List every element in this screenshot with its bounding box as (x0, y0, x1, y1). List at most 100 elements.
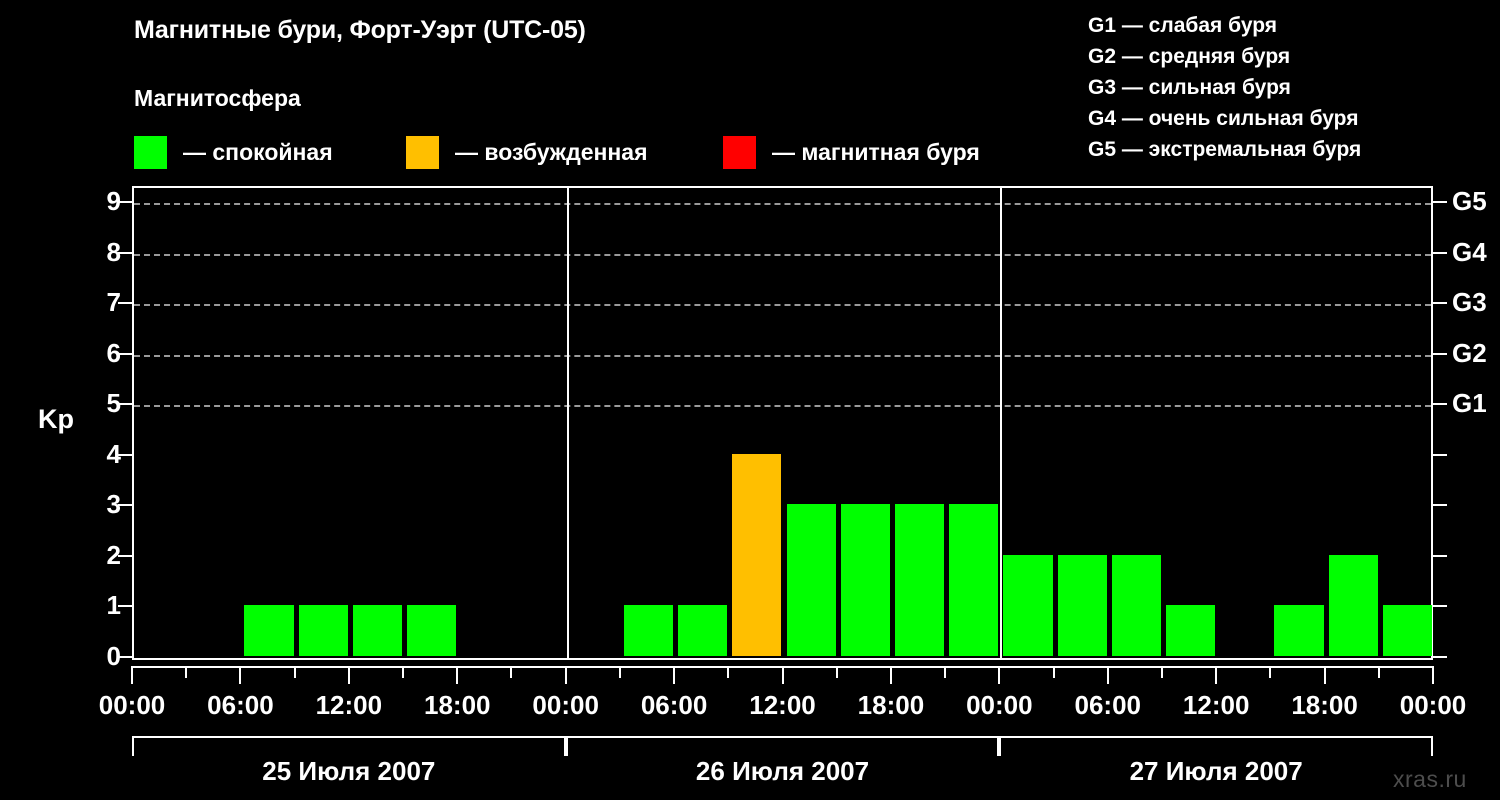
x-axis-tick (1160, 666, 1163, 678)
x-axis-tick (564, 666, 567, 684)
x-axis-tick (402, 666, 405, 678)
gscale-legend-row: G1 — слабая буря (1088, 14, 1278, 37)
x-axis-tick (998, 666, 1001, 684)
x-axis-tick (944, 666, 947, 678)
kp-tick-mark (118, 656, 132, 658)
day-separator (566, 188, 569, 658)
watermark: xras.ru (1393, 766, 1467, 792)
g-axis-label: G3 (1452, 287, 1487, 318)
gscale-legend-row: G2 — средняя буря (1088, 45, 1291, 68)
x-axis-tick (673, 666, 676, 684)
kp-bar (1382, 605, 1432, 656)
kp-bar (1165, 605, 1216, 656)
kp-bar (894, 504, 945, 656)
gridline (134, 203, 1431, 206)
x-axis-time-label: 00:00 (966, 690, 1033, 720)
x-axis-tick (239, 666, 242, 684)
x-axis-tick (727, 666, 730, 678)
kp-bar (1274, 605, 1324, 656)
gscale-legend-row: G4 — очень сильная буря (1088, 107, 1359, 130)
x-axis-tick (1377, 666, 1380, 678)
g-axis-tick-mark (1433, 201, 1447, 204)
x-axis-tick (347, 666, 350, 684)
kp-bar (1003, 554, 1053, 656)
g-axis-tick-mark (1433, 302, 1447, 305)
x-axis-time-label: 18:00 (857, 690, 925, 720)
condition-legend-item: — возбужденная (406, 133, 648, 171)
g-axis-tick-mark (1433, 504, 1447, 507)
kp-tick-label: 7 (106, 287, 121, 318)
red-swatch (723, 135, 756, 169)
kp-bar (244, 605, 294, 656)
x-axis-tick (1269, 666, 1272, 678)
kp-tick-mark (118, 554, 132, 557)
gridline (134, 354, 1431, 357)
day-separator (1000, 188, 1003, 658)
kp-tick-mark (118, 201, 132, 204)
kp-bar (1111, 554, 1161, 656)
kp-tick-label: 5 (106, 388, 121, 419)
kp-tick-label: 0 (106, 641, 121, 671)
condition-legend-item: — спокойная (134, 133, 333, 171)
kp-tick-label: 1 (106, 590, 121, 621)
x-axis-tick (1432, 666, 1434, 684)
g-axis-label: G5 (1452, 186, 1487, 217)
kp-bar (786, 504, 836, 656)
kp-tick-mark (118, 403, 132, 406)
kp-axis-title: Kp (38, 404, 74, 434)
plot-inner (134, 188, 1432, 658)
plot-area (132, 186, 1433, 660)
page-title: Магнитные бури, Форт-Уэрт (UTC-05) (134, 16, 586, 44)
kp-tick-label: 4 (106, 438, 121, 469)
kp-tick-label: 2 (106, 539, 121, 570)
x-axis-time-label: 12:00 (1182, 690, 1250, 720)
g-axis-tick-mark (1433, 453, 1447, 456)
kp-bar (352, 605, 403, 656)
x-axis-tick (1323, 666, 1326, 684)
magnetosphere-label: Магнитосфера (134, 85, 301, 111)
gridline (134, 304, 1431, 307)
kp-tick-label: 6 (106, 337, 121, 368)
date-bracket (132, 736, 566, 756)
x-axis-tick (131, 666, 133, 684)
x-axis-time-label: 18:00 (424, 690, 491, 720)
kp-tick-mark (118, 251, 132, 254)
x-axis-time-label: 00:00 (1399, 690, 1467, 720)
kp-bar (407, 605, 457, 656)
g-axis-tick-mark (1433, 656, 1447, 658)
gridline (134, 253, 1431, 256)
orange-swatch (406, 135, 439, 169)
kp-bar (623, 605, 674, 656)
date-bracket (565, 736, 1000, 756)
x-axis-time-label: 06:00 (207, 690, 274, 720)
kp-tick-mark (118, 352, 132, 355)
kp-tick-label: 3 (106, 489, 121, 520)
x-axis-tick (456, 666, 459, 684)
condition-legend-label: — возбужденная (455, 138, 648, 165)
green-swatch (134, 135, 167, 169)
gscale-legend: G1 — слабая буря G2 — средняя буря G3 — си… (1066, 10, 1486, 165)
kp-bar (678, 605, 728, 656)
x-axis-tick (1052, 666, 1055, 678)
kp-tick-mark (118, 302, 132, 305)
kp-bar (1328, 554, 1378, 656)
x-axis-time-label: 06:00 (640, 690, 708, 720)
kp-bar (949, 504, 999, 656)
g-axis-tick-mark (1433, 352, 1447, 355)
x-axis-tick (510, 666, 513, 678)
x-axis-tick (185, 666, 188, 678)
kp-bar (840, 504, 890, 656)
x-axis-tick (781, 666, 784, 684)
g-axis-label: G2 (1452, 337, 1487, 368)
x-axis-tick (618, 666, 621, 678)
x-axis-tick (293, 666, 296, 678)
gscale-legend-row: G3 — сильная буря (1088, 76, 1291, 99)
date-bracket (999, 736, 1433, 756)
gscale-legend-row: G5 — экстремальная буря (1088, 138, 1362, 161)
condition-legend-label: — магнитная буря (772, 138, 980, 165)
x-axis-time-label: 12:00 (749, 690, 816, 720)
g-axis-label: G4 (1452, 236, 1487, 267)
x-axis-time-label: 18:00 (1291, 690, 1358, 720)
x-axis-tick (1106, 666, 1109, 684)
kp-tick-mark (118, 453, 132, 456)
